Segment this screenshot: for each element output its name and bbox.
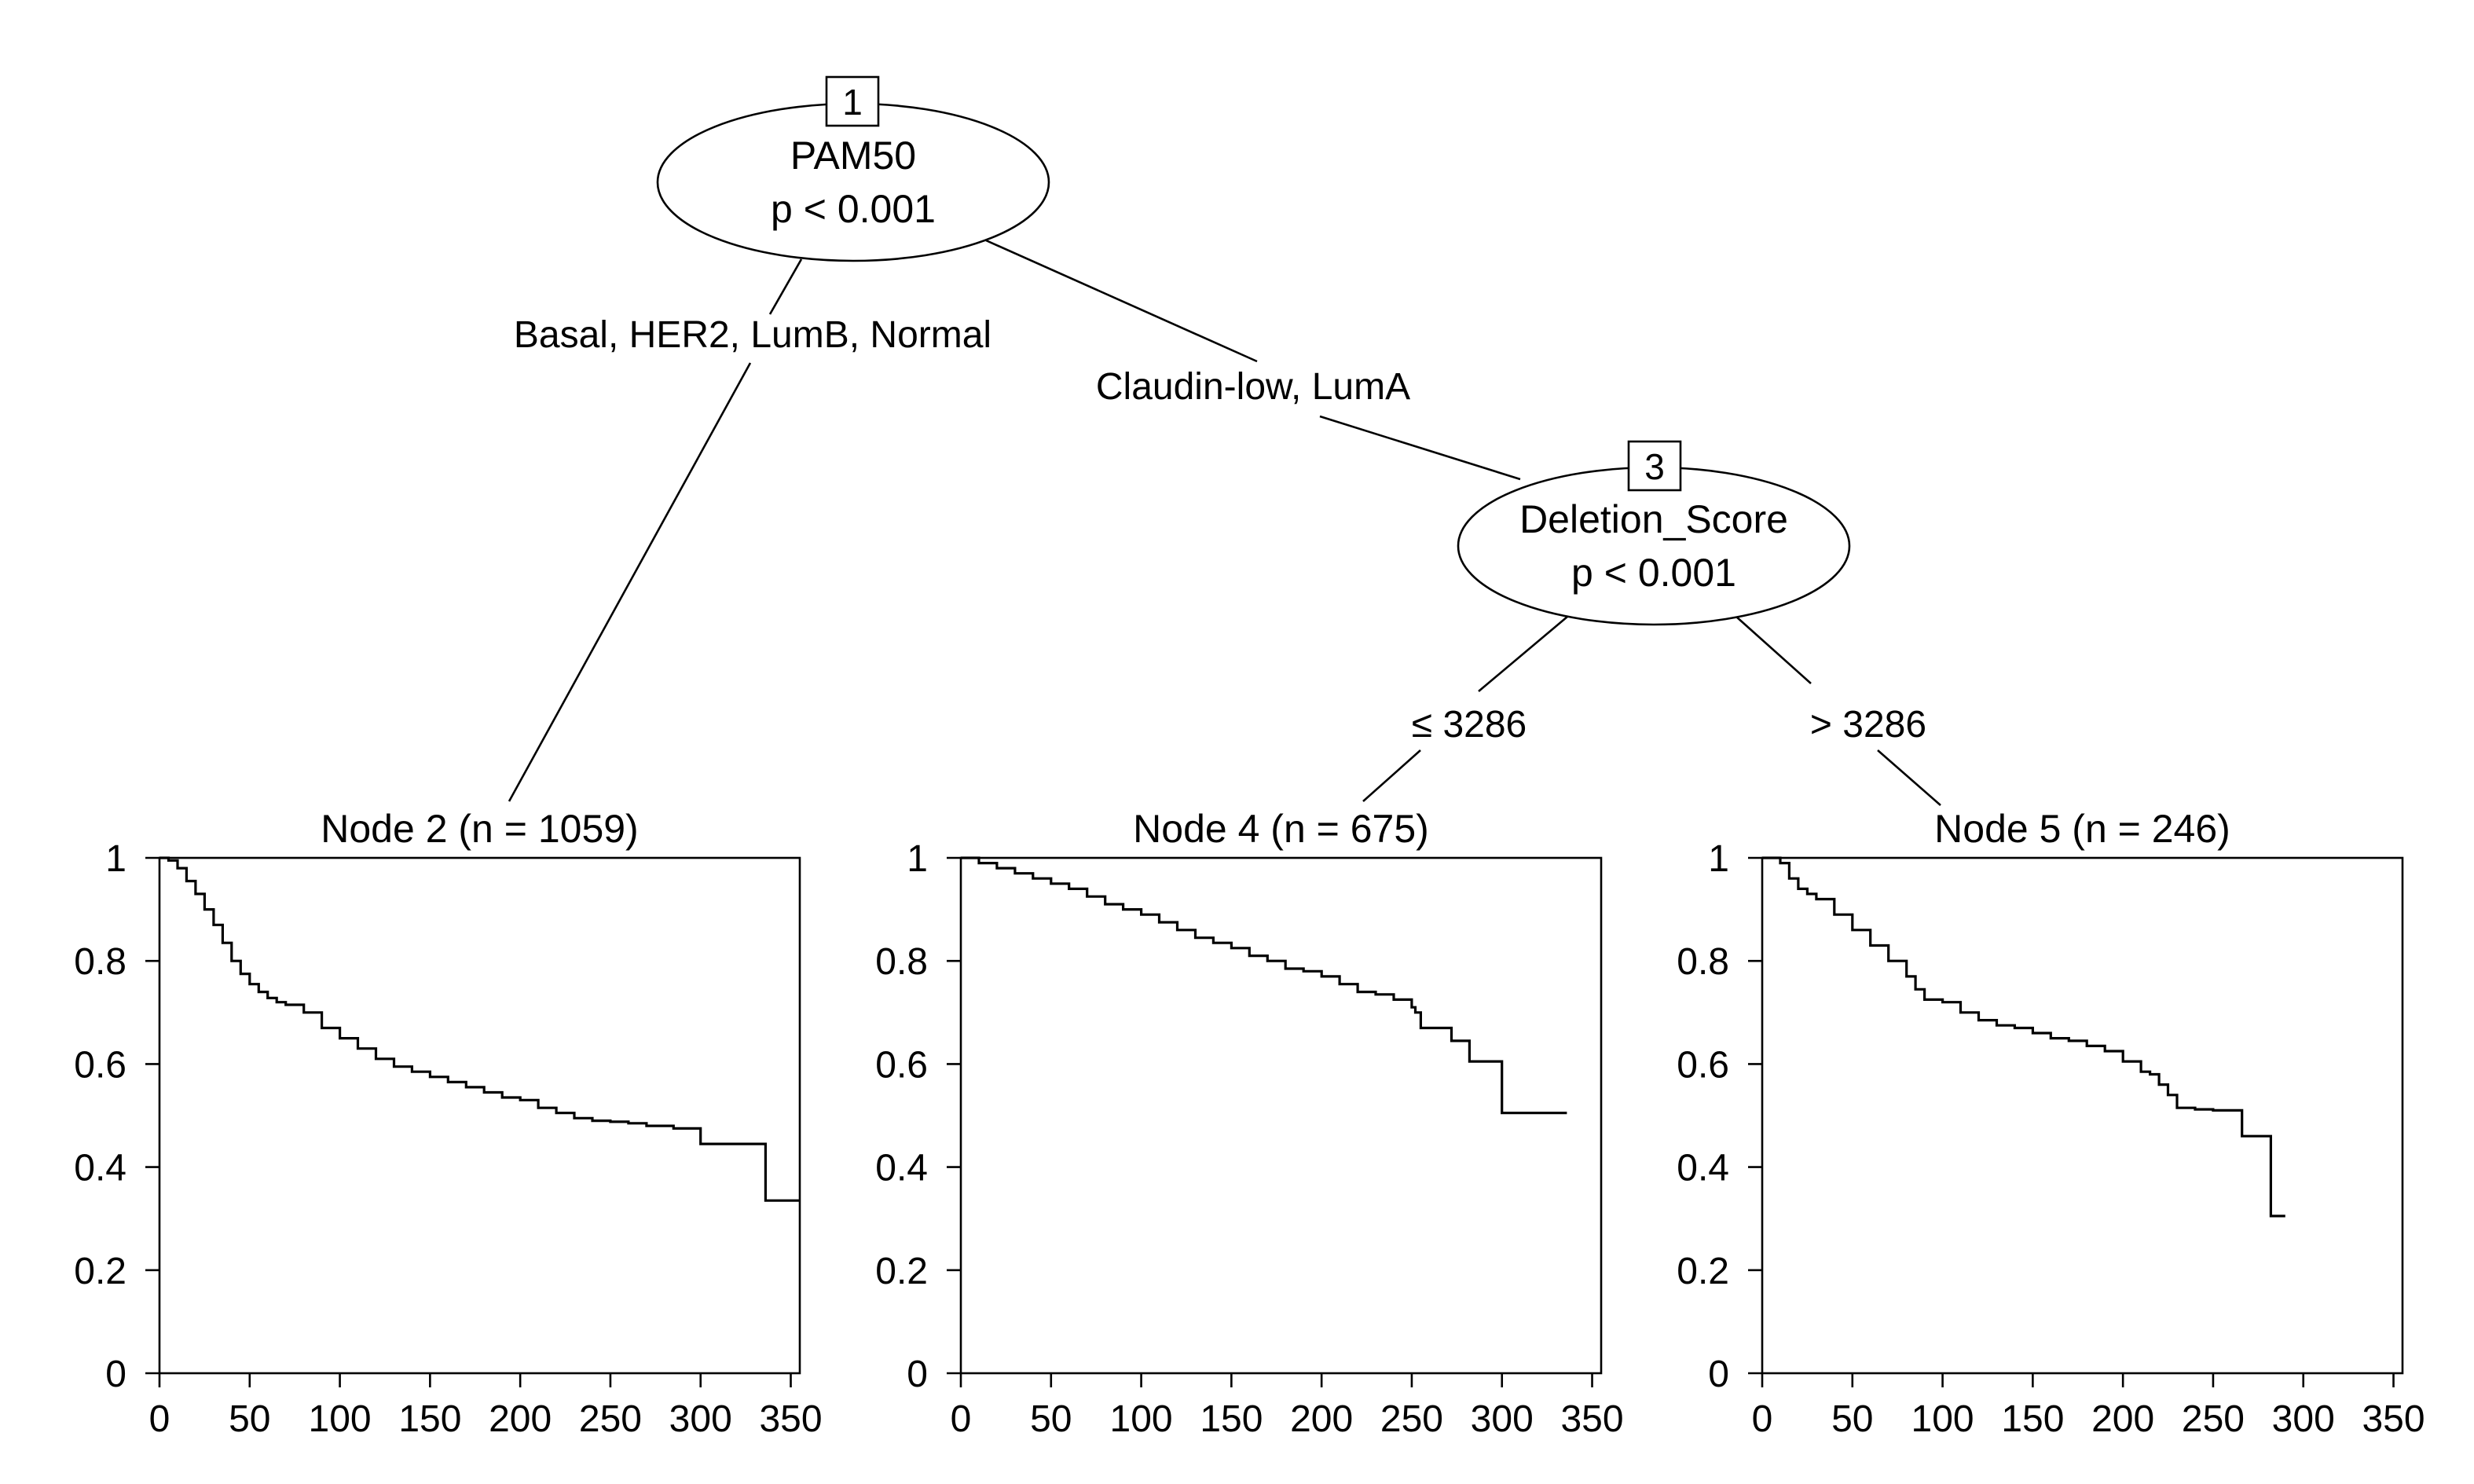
- edge-label-3-5: > 3286: [1810, 704, 1926, 746]
- x-tick-label: 350: [1560, 1398, 1623, 1440]
- node-pvalue: p < 0.001: [1571, 551, 1736, 595]
- y-tick-label: 0.6: [1677, 1044, 1729, 1086]
- y-tick-label: 0: [1708, 1354, 1729, 1395]
- x-tick-label: 0: [1752, 1398, 1773, 1440]
- plot-frame: [959, 856, 1603, 1375]
- y-tick-label: 0.4: [875, 1148, 928, 1189]
- y-tick-label: 1: [907, 838, 928, 880]
- node-id-box: [825, 75, 880, 127]
- y-tick-label: 0.6: [74, 1044, 126, 1086]
- y-tick-label: 0: [907, 1354, 928, 1395]
- x-tick-label: 250: [1380, 1398, 1443, 1440]
- x-tick-label: 50: [1831, 1398, 1873, 1440]
- x-tick-label: 150: [1200, 1398, 1263, 1440]
- x-tick-label: 50: [1030, 1398, 1072, 1440]
- panel-title: Node 4 (n = 675): [1133, 807, 1429, 851]
- x-tick-label: 200: [1290, 1398, 1353, 1440]
- y-tick-label: 0.8: [74, 941, 126, 983]
- x-tick-label: 300: [1471, 1398, 1534, 1440]
- y-tick-label: 0: [105, 1354, 126, 1395]
- x-tick-label: 300: [2272, 1398, 2335, 1440]
- x-tick-label: 150: [398, 1398, 461, 1440]
- terminal-node-5-chart: Node 5 (n = 246) 0 0.2 0.4 0.6 0.8 1 0 50 100 150 2…: [1677, 807, 2425, 1440]
- x-tick-label: 100: [309, 1398, 372, 1440]
- edge-3-to-5-upper: [1735, 616, 1812, 684]
- y-tick-label: 0.2: [1677, 1251, 1729, 1292]
- node-pvalue: p < 0.001: [771, 187, 936, 231]
- node-ellipse: [656, 102, 1050, 262]
- x-tick-label: 150: [2001, 1398, 2064, 1440]
- x-tick-label: 200: [489, 1398, 552, 1440]
- x-tick-label: 350: [2362, 1398, 2425, 1440]
- survival-curve: [1762, 856, 2285, 1218]
- y-tick-label: 1: [1708, 838, 1729, 880]
- x-tick-label: 250: [2182, 1398, 2245, 1440]
- y-tick-label: 0.6: [875, 1044, 928, 1086]
- node-id-label: 3: [1644, 446, 1665, 487]
- x-tick-label: 350: [759, 1398, 822, 1440]
- node-id-label: 1: [842, 82, 863, 123]
- y-tick-label: 0.4: [1677, 1148, 1729, 1189]
- x-tick-label: 250: [579, 1398, 642, 1440]
- y-tick-label: 0.4: [74, 1148, 126, 1189]
- terminal-node-2-chart: Node 2 (n = 1059) 0 0.2 0.4 0.6 0.8 1 0 50 100 150…: [74, 807, 822, 1440]
- edge-1-to-2-lower: [508, 362, 752, 802]
- x-tick-label: 300: [669, 1398, 732, 1440]
- inner-node-3: 3 Deletion_Score p < 0.001: [1457, 440, 1851, 626]
- edge-label-1-2: Basal, HER2, LumB, Normal: [514, 314, 991, 356]
- inner-node-1: 1 PAM50 p < 0.001: [656, 75, 1050, 262]
- tree-edges: [508, 239, 1941, 806]
- edge-1-to-3-upper: [985, 239, 1258, 363]
- edge-3-to-4-lower: [1362, 749, 1421, 802]
- node-id-box: [1627, 440, 1682, 492]
- terminal-node-4-chart: Node 4 (n = 675) 0 0.2 0.4 0.6 0.8 1 0 50 100 150 2…: [875, 807, 1623, 1440]
- x-tick-label: 50: [229, 1398, 270, 1440]
- survival-curve: [961, 856, 1567, 1115]
- survival-curve: [159, 856, 800, 1202]
- edge-3-to-5-lower: [1877, 749, 1941, 806]
- panel-title: Node 5 (n = 246): [1934, 807, 2230, 851]
- x-tick-label: 100: [1911, 1398, 1974, 1440]
- x-tick-label: 0: [149, 1398, 170, 1440]
- x-tick-label: 200: [2091, 1398, 2154, 1440]
- panel-title: Node 2 (n = 1059): [321, 807, 638, 851]
- plot-frame: [158, 856, 801, 1375]
- y-tick-label: 0.2: [74, 1251, 126, 1292]
- x-tick-label: 100: [1110, 1398, 1173, 1440]
- edge-label-3-4: ≤ 3286: [1412, 704, 1527, 746]
- x-tick-label: 0: [951, 1398, 972, 1440]
- y-tick-label: 0.8: [1677, 941, 1729, 983]
- edge-labels: Basal, HER2, LumB, Normal Claudin-low, L…: [514, 314, 1926, 746]
- y-tick-label: 1: [105, 838, 126, 880]
- y-tick-label: 0.8: [875, 941, 928, 983]
- edge-1-to-2-upper: [768, 258, 803, 315]
- edge-1-to-3-lower: [1319, 415, 1521, 481]
- plot-frame: [1761, 856, 2404, 1375]
- edge-label-1-3: Claudin-low, LumA: [1096, 366, 1410, 408]
- y-tick-label: 0.2: [875, 1251, 928, 1292]
- edge-3-to-4-upper: [1478, 616, 1568, 692]
- node-variable: Deletion_Score: [1519, 497, 1788, 541]
- node-variable: PAM50: [790, 134, 916, 178]
